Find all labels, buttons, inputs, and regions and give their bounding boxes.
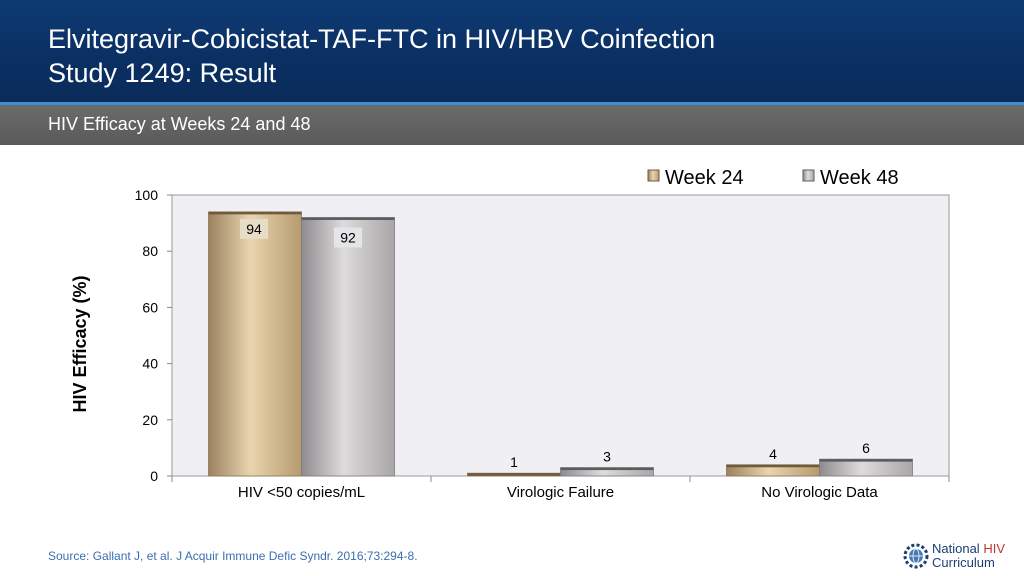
bar-top-edge bbox=[208, 211, 302, 215]
x-tick-label: Virologic Failure bbox=[507, 484, 614, 501]
legend-label: Week 48 bbox=[820, 167, 899, 189]
value-label-bg bbox=[240, 218, 268, 239]
bar-top-edge bbox=[301, 217, 395, 220]
source-citation: Source: Gallant J, et al. J Acquir Immun… bbox=[48, 549, 418, 563]
y-tick-label: 0 bbox=[150, 468, 158, 484]
value-label: 92 bbox=[340, 229, 356, 245]
y-axis: 0 20 40 60 80 100 bbox=[135, 187, 172, 484]
value-label: 1 bbox=[510, 454, 518, 470]
y-tick-label: 20 bbox=[142, 412, 158, 428]
bars bbox=[208, 211, 913, 477]
bar-week-24 bbox=[208, 211, 302, 477]
header-band bbox=[0, 0, 1024, 102]
subtitle-bar bbox=[0, 105, 1024, 145]
legend-swatch bbox=[647, 169, 660, 182]
legend-swatch bbox=[802, 169, 815, 182]
title-line-2: Study 1249: Result bbox=[48, 58, 277, 88]
y-tick-label: 100 bbox=[135, 187, 159, 203]
value-label: 6 bbox=[862, 440, 870, 456]
y-axis-label: HIV Efficacy (%) bbox=[70, 275, 90, 412]
bar-top-edge bbox=[560, 467, 654, 471]
bar-top-edge bbox=[726, 464, 820, 468]
logo-word-curriculum: Curriculum bbox=[932, 555, 995, 570]
subtitle: HIV Efficacy at Weeks 24 and 48 bbox=[48, 114, 311, 134]
value-label-bg bbox=[334, 227, 362, 248]
legend: Week 24 Week 48 bbox=[647, 167, 899, 189]
gear-globe-icon bbox=[903, 543, 929, 569]
x-tick-label: HIV <50 copies/mL bbox=[238, 484, 365, 501]
logo-word-hiv: HIV bbox=[983, 541, 1005, 556]
bar-week-48 bbox=[301, 217, 395, 477]
y-tick-label: 40 bbox=[142, 356, 158, 372]
x-tick-label: No Virologic Data bbox=[761, 484, 878, 501]
logo: National HIV Curriculum bbox=[902, 540, 1020, 572]
bar-week-48 bbox=[819, 458, 913, 477]
y-tick-label: 60 bbox=[142, 299, 158, 315]
y-tick-label: 80 bbox=[142, 243, 158, 259]
page-title: Elvitegravir-Cobicistat-TAF-FTC in HIV/H… bbox=[48, 22, 715, 90]
header-divider bbox=[0, 102, 1024, 105]
logo-word-national: National bbox=[932, 541, 980, 556]
legend-label: Week 24 bbox=[665, 167, 744, 189]
x-axis: HIV <50 copies/mL Virologic Failure No Vir… bbox=[171, 476, 950, 501]
title-line-1: Elvitegravir-Cobicistat-TAF-FTC in HIV/H… bbox=[48, 24, 716, 54]
value-label: 94 bbox=[246, 221, 262, 237]
value-labels: 94 1 4 92 3 6 bbox=[240, 218, 870, 470]
value-label: 3 bbox=[603, 449, 611, 465]
logo-text: National HIV Curriculum bbox=[932, 542, 1005, 570]
bar-top-edge bbox=[819, 459, 913, 462]
value-label: 4 bbox=[769, 446, 777, 462]
bar-top-edge bbox=[467, 473, 561, 476]
